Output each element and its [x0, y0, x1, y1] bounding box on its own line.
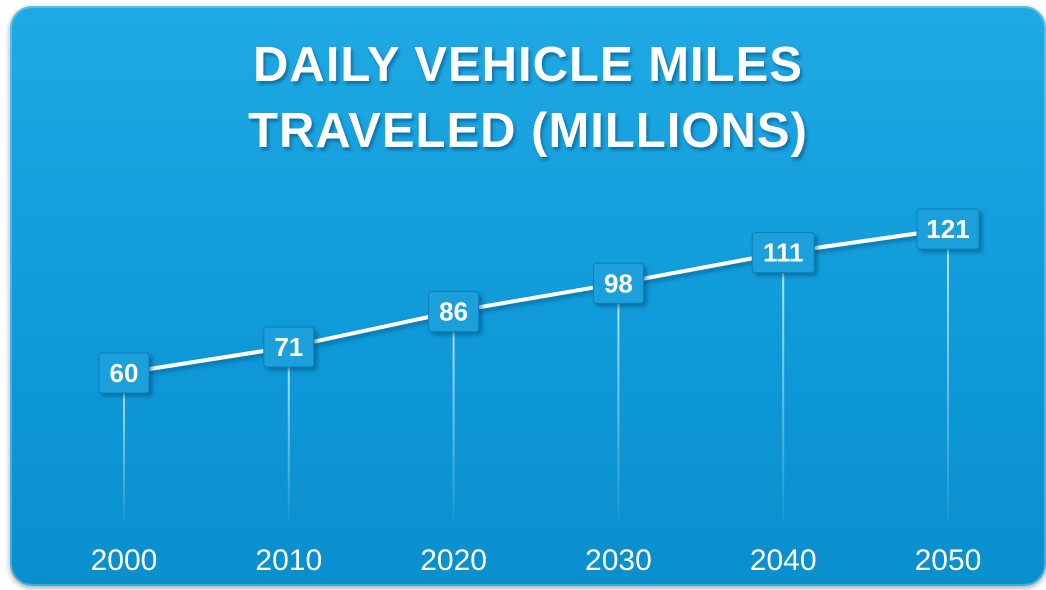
data-label-text-2050: 121: [926, 214, 969, 244]
data-label-text-2010: 71: [274, 332, 303, 362]
x-tick-2030: 2030: [585, 544, 652, 577]
x-tick-2010: 2010: [255, 544, 322, 577]
chart-title-line-2: TRAVELED (MILLIONS): [248, 104, 808, 158]
data-label-box-2050: [916, 208, 980, 250]
drop-line-2000: [123, 373, 125, 520]
drop-line-2020: [452, 311, 455, 520]
data-label-2000: 60: [98, 352, 150, 394]
data-label-box-2030: [592, 262, 644, 304]
x-tick-2000: 2000: [91, 544, 158, 577]
drop-line-2040: [782, 252, 785, 520]
chart-panel: DAILY VEHICLE MILES TRAVELED (MILLIONS): [10, 6, 1046, 586]
data-label-2040: 111: [751, 232, 815, 274]
data-label-2010: 71: [263, 326, 315, 368]
data-label-box-2020: [428, 291, 480, 333]
x-tick-2020: 2020: [420, 544, 487, 577]
data-label-text-2030: 98: [604, 268, 633, 298]
data-label-2050: 121: [916, 208, 980, 250]
data-label-box-2040: [751, 232, 815, 274]
drop-line-2030: [617, 283, 620, 520]
series-line: [123, 227, 949, 375]
data-label-text-2040: 111: [763, 238, 804, 268]
data-label-text-2020: 86: [439, 297, 468, 327]
chart-title-line-1: DAILY VEHICLE MILES: [253, 38, 803, 92]
data-label-text-2000: 60: [110, 358, 139, 388]
drop-line-2050: [947, 229, 949, 520]
data-label-2020: 86: [428, 291, 480, 333]
data-label-box-2000: [98, 352, 150, 394]
x-tick-2040: 2040: [750, 544, 817, 577]
x-tick-2050: 2050: [915, 544, 982, 577]
data-label-2030: 98: [592, 262, 644, 304]
chart-title: DAILY VEHICLE MILES TRAVELED (MILLIONS): [10, 32, 1046, 164]
data-label-box-2010: [263, 326, 315, 368]
drop-line-2010: [287, 347, 290, 520]
